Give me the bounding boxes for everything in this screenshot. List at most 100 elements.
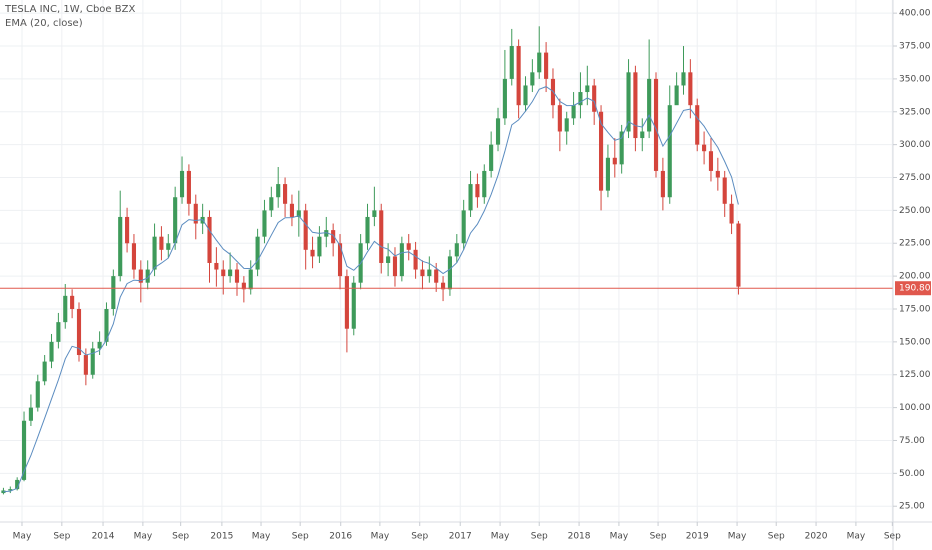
y-tick-label: 100.00 bbox=[899, 403, 931, 413]
x-tick-label: Sep bbox=[768, 532, 785, 542]
candle-body bbox=[186, 170, 191, 204]
candle-body bbox=[420, 269, 425, 277]
candle-body bbox=[125, 216, 130, 244]
indicator-label: EMA (20, close) bbox=[5, 18, 83, 29]
candle-body bbox=[145, 269, 150, 283]
candle-body bbox=[427, 269, 432, 277]
y-tick-label: 175.00 bbox=[899, 304, 931, 314]
candle-body bbox=[152, 236, 157, 270]
x-tick-label: May bbox=[134, 532, 153, 542]
y-tick-label: 75.00 bbox=[899, 436, 925, 446]
candle-body bbox=[495, 118, 501, 145]
candle-body bbox=[729, 203, 734, 224]
candle-body bbox=[468, 184, 473, 211]
x-tick-label: May bbox=[847, 532, 866, 542]
y-tick-label: 300.00 bbox=[899, 140, 931, 150]
x-tick-label: 2018 bbox=[568, 532, 591, 542]
x-tick-label: May bbox=[610, 532, 629, 542]
y-tick-label: 275.00 bbox=[899, 173, 931, 183]
candle-body bbox=[262, 210, 267, 237]
candle-body bbox=[530, 72, 535, 86]
y-tick-label: 25.00 bbox=[899, 502, 925, 512]
candle-body bbox=[317, 236, 322, 257]
candle-body bbox=[70, 295, 75, 309]
x-tick-label: 2020 bbox=[805, 532, 828, 542]
candle-body bbox=[667, 105, 672, 198]
candle-body bbox=[660, 170, 665, 198]
y-tick-label: 50.00 bbox=[899, 469, 925, 479]
candle-body bbox=[626, 72, 631, 132]
candle-body bbox=[310, 249, 315, 257]
x-tick-label: May bbox=[728, 532, 747, 542]
candle-body bbox=[111, 276, 116, 309]
candle-body bbox=[489, 144, 494, 171]
marks bbox=[0, 26, 893, 495]
candle-body bbox=[49, 341, 54, 362]
candle-body bbox=[90, 348, 95, 375]
candle-body bbox=[83, 355, 88, 375]
candle-body bbox=[372, 210, 377, 217]
candle-body bbox=[214, 262, 219, 270]
candle-body bbox=[695, 105, 700, 145]
candle-body bbox=[715, 170, 720, 178]
candle-body bbox=[283, 184, 288, 204]
y-tick-label: 200.00 bbox=[899, 272, 931, 282]
x-tick-label: 2015 bbox=[210, 532, 233, 542]
candle-body bbox=[640, 131, 645, 139]
candle-body bbox=[722, 177, 727, 204]
candle-body bbox=[557, 105, 562, 132]
x-tick-label: 2014 bbox=[92, 532, 115, 542]
candle-body bbox=[8, 489, 13, 491]
candle-body bbox=[708, 151, 714, 171]
candle-body bbox=[482, 170, 487, 198]
candle-body bbox=[598, 111, 604, 191]
price-label-box bbox=[895, 281, 931, 296]
candle-body bbox=[571, 105, 576, 119]
candle-body bbox=[104, 308, 109, 342]
candle-body bbox=[688, 72, 693, 106]
candle-body bbox=[331, 230, 336, 244]
candle-body bbox=[221, 269, 226, 277]
y-tick-label: 250.00 bbox=[899, 206, 931, 216]
chart-title: TESLA INC, 1W, Cboe BZX bbox=[4, 4, 135, 15]
candle-body bbox=[97, 341, 102, 349]
candle-body bbox=[736, 223, 741, 287]
x-tick-label: Sep bbox=[411, 532, 428, 542]
candle-body bbox=[653, 78, 659, 171]
price-label: 190.80 bbox=[899, 284, 931, 294]
x-tick-label: May bbox=[491, 532, 510, 542]
y-tick-label: 150.00 bbox=[899, 337, 931, 347]
candle-body bbox=[56, 322, 61, 342]
candle-body bbox=[674, 85, 679, 106]
x-tick-label: Sep bbox=[172, 532, 189, 542]
y-tick-label: 375.00 bbox=[899, 42, 931, 52]
x-tick-label: Sep bbox=[650, 532, 667, 542]
candle-body bbox=[461, 210, 466, 244]
candle-body bbox=[207, 216, 212, 263]
candle-body bbox=[365, 216, 370, 244]
x-tick-label: 2019 bbox=[686, 532, 709, 542]
candle-body bbox=[509, 46, 514, 79]
candle-body bbox=[434, 269, 439, 283]
y-tick-label: 350.00 bbox=[899, 74, 931, 84]
candle-body bbox=[413, 249, 418, 270]
candle-body bbox=[379, 210, 384, 263]
candle-body bbox=[35, 381, 40, 408]
candle-body bbox=[344, 276, 349, 329]
candle-body bbox=[702, 144, 707, 152]
candle-body bbox=[179, 170, 185, 198]
x-tick-label: Sep bbox=[53, 532, 70, 542]
candle-body bbox=[633, 72, 638, 139]
x-tick-label: 2017 bbox=[449, 532, 472, 542]
candle-body bbox=[681, 72, 686, 86]
candle-body bbox=[578, 92, 583, 106]
candle-body bbox=[15, 479, 20, 490]
candle-body bbox=[386, 256, 391, 263]
x-tick-label: Sep bbox=[884, 532, 901, 542]
candle-body bbox=[544, 52, 549, 79]
y-tick-label: 225.00 bbox=[899, 239, 931, 249]
candle-body bbox=[585, 85, 590, 93]
candle-body bbox=[454, 243, 459, 257]
candle-body bbox=[248, 269, 253, 290]
